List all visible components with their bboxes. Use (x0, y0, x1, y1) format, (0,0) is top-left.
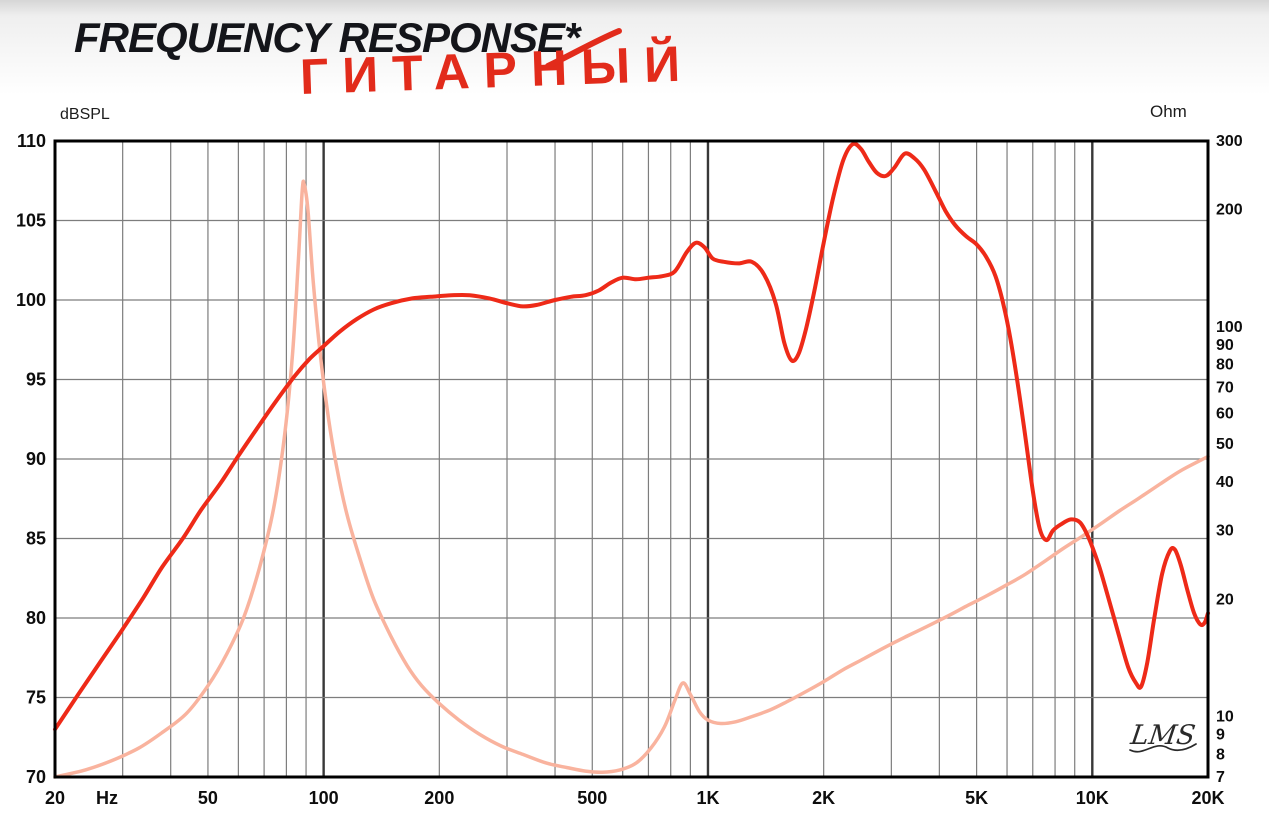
y-right-tick-label: 8 (1216, 746, 1225, 763)
page-title: FREQUENCY RESPONSE* (74, 14, 580, 61)
plot-frame (53, 139, 1210, 779)
y-left-tick-label: 100 (16, 290, 46, 310)
y-left-tick-label: 75 (26, 688, 46, 708)
y-right-tick-label: 60 (1216, 405, 1234, 422)
x-axis-unit-label: Hz (96, 788, 118, 808)
y-left-axis-unit: dBSPL (60, 106, 110, 123)
y-right-tick-label: 80 (1216, 357, 1234, 374)
x-tick-label: 2K (812, 788, 835, 808)
y-right-tick-label: 300 (1216, 133, 1243, 150)
x-tick-label: 20K (1191, 788, 1224, 808)
x-tick-label: 20 (45, 788, 65, 808)
y-right-tick-label: 90 (1216, 337, 1234, 354)
y-left-tick-label: 90 (26, 449, 46, 469)
y-right-tick-label: 7 (1216, 769, 1225, 786)
x-tick-label: 100 (309, 788, 339, 808)
y-left-tick-label: 70 (26, 767, 46, 787)
x-tick-label: 10K (1076, 788, 1109, 808)
x-tick-label: 200 (424, 788, 454, 808)
y-right-tick-label: 9 (1216, 726, 1225, 743)
y-right-tick-label: 70 (1216, 379, 1234, 396)
y-left-tick-label: 80 (26, 608, 46, 628)
x-tick-label: 1K (696, 788, 719, 808)
y-right-tick-label: 10 (1216, 709, 1234, 726)
lms-logo: LMS (1122, 714, 1202, 767)
series-spl-curve (53, 141, 1210, 732)
x-tick-label: 50 (198, 788, 218, 808)
y-right-tick-label: 20 (1216, 591, 1234, 608)
x-tick-label: 500 (577, 788, 607, 808)
y-right-tick-label: 200 (1216, 202, 1243, 219)
y-right-tick-label: 30 (1216, 523, 1234, 540)
series-impedance-curve (53, 179, 1210, 779)
y-left-tick-label: 110 (17, 131, 46, 151)
y-right-tick-label: 40 (1216, 474, 1234, 491)
lms-logo-flourish (1129, 743, 1197, 753)
lms-logo-svg: LMS (1128, 720, 1197, 753)
y-left-tick-label: 85 (26, 529, 46, 549)
pen-stroke-mark (545, 28, 622, 69)
y-left-tick-label: 95 (26, 370, 46, 390)
x-tick-label: 5K (965, 788, 988, 808)
y-left-tick-label: 105 (16, 211, 46, 231)
y-right-tick-label: 100 (1216, 319, 1243, 336)
y-right-axis-unit: Ohm (1150, 102, 1187, 121)
y-right-tick-label: 50 (1216, 436, 1234, 453)
